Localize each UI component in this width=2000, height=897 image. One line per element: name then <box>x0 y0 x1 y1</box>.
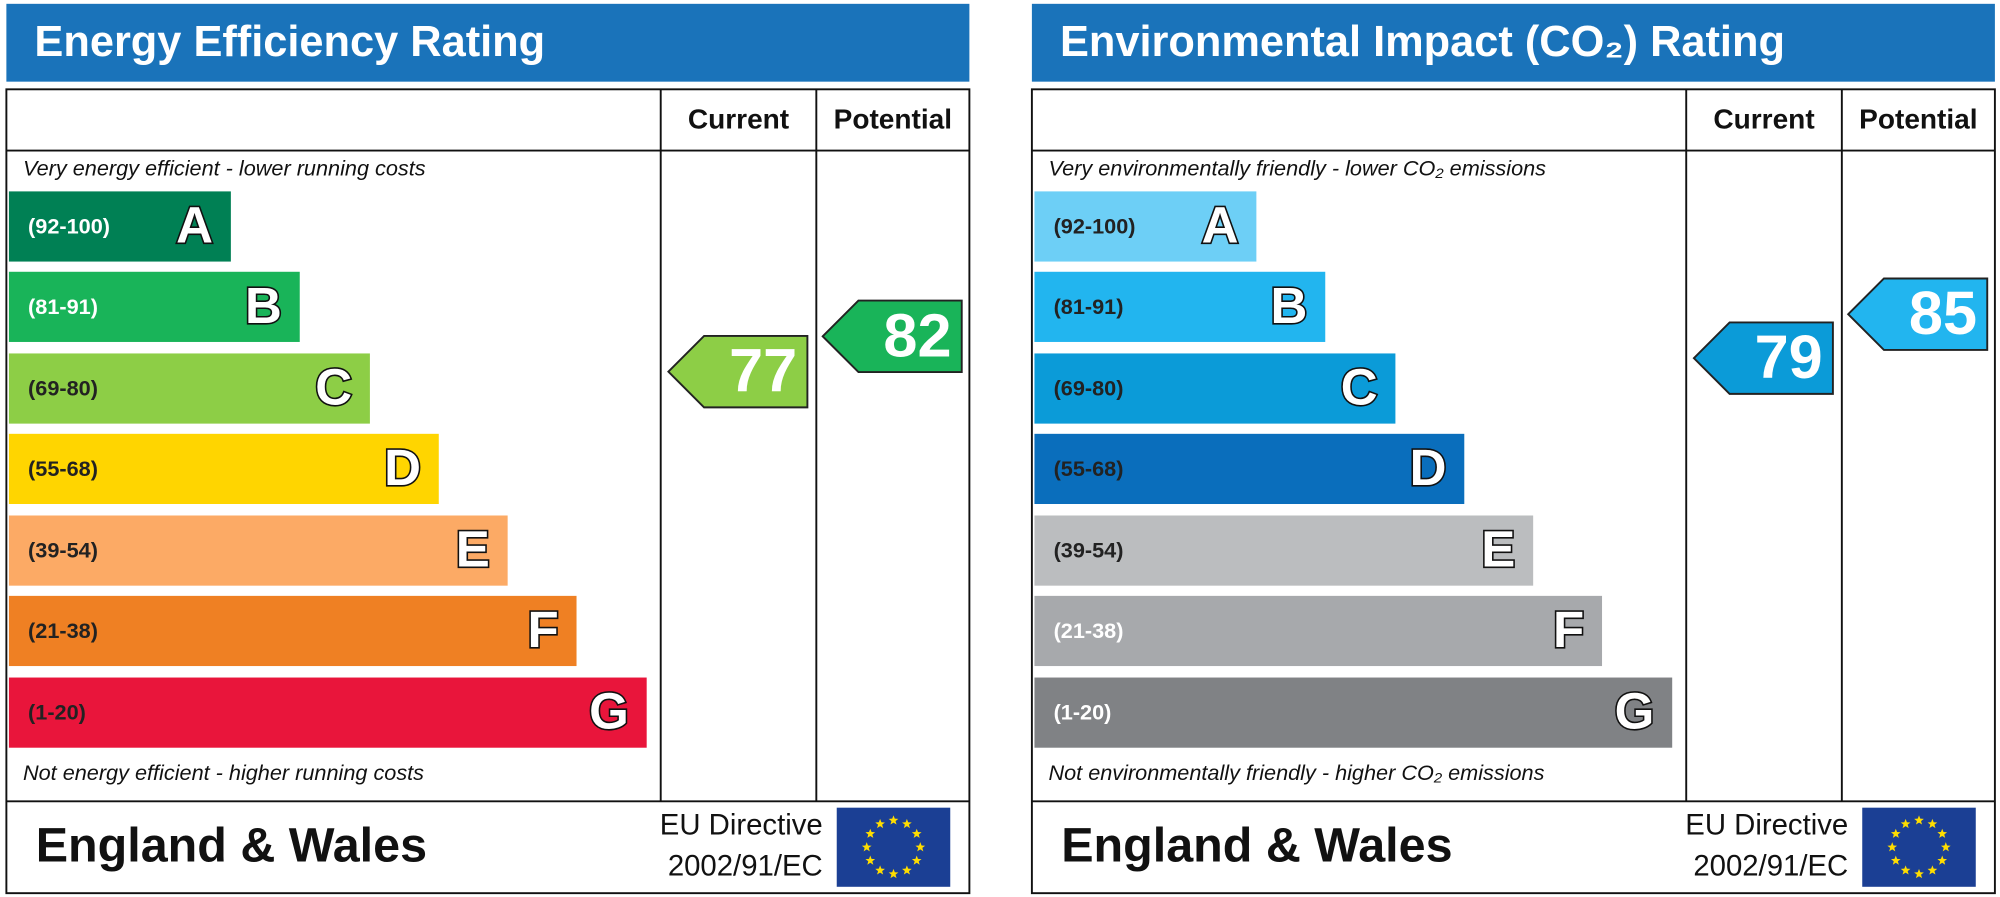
band-range: (55-68) <box>1054 456 1124 481</box>
eu-star <box>1890 855 1901 865</box>
eu-star <box>1887 842 1898 852</box>
band <box>1034 515 1534 586</box>
band-range: (92-100) <box>28 213 110 238</box>
top-note: Very energy efficient - lower running co… <box>23 155 426 180</box>
eu-star <box>1927 818 1938 829</box>
eu-star <box>1927 865 1938 875</box>
band-range: (21-38) <box>28 618 98 643</box>
title-bar <box>1031 3 1995 82</box>
title-bar <box>6 3 970 82</box>
band <box>8 433 439 505</box>
eu-star <box>1937 855 1948 865</box>
band <box>8 353 370 424</box>
band-range: (39-54) <box>1054 538 1124 563</box>
bottom-note: Not energy efficient - higher running co… <box>23 760 424 785</box>
band-letter: F <box>1553 601 1584 658</box>
eu-star <box>911 855 922 865</box>
band-letter: B <box>1271 277 1308 334</box>
band <box>1034 433 1465 505</box>
band-letter: D <box>384 439 421 496</box>
rating-arrow <box>821 299 963 374</box>
eu-star <box>1900 818 1911 829</box>
band <box>8 191 231 262</box>
panel-title: Environmental Impact (CO₂) Rating <box>1060 18 1785 66</box>
band <box>8 515 508 586</box>
rating-arrow <box>1846 277 1989 351</box>
eu-star <box>902 865 912 875</box>
rating-arrow <box>667 334 809 409</box>
band-letter: B <box>245 277 282 334</box>
band-letter: G <box>1615 683 1655 740</box>
band-range: (81-91) <box>28 294 98 319</box>
eu-star <box>1914 868 1924 879</box>
eu-star <box>1914 815 1924 825</box>
panel-title: Energy Efficiency Rating <box>34 18 545 66</box>
band-letter: A <box>1202 197 1239 254</box>
directive: 2002/91/EC <box>1693 849 1848 882</box>
band-letter: F <box>528 601 559 658</box>
band-letter: C <box>315 359 352 416</box>
eu-star <box>1890 828 1901 838</box>
eu-star <box>875 865 885 875</box>
band <box>1034 191 1257 262</box>
band-letter: G <box>589 683 629 740</box>
band <box>1034 353 1396 424</box>
column-header: Potential <box>1859 104 1977 135</box>
bottom-note: Not environmentally friendly - higher CO… <box>1048 760 1544 785</box>
rating-value: 85 <box>1909 279 1977 347</box>
frame <box>1030 88 1996 895</box>
band-range: (1-20) <box>28 700 86 725</box>
rating-arrow <box>1692 321 1834 395</box>
eu-star <box>911 828 922 838</box>
eu-star <box>1940 842 1951 852</box>
directive: 2002/91/EC <box>668 849 823 882</box>
band <box>1034 677 1673 748</box>
eu-star <box>888 815 899 825</box>
band-letter: C <box>1341 359 1378 416</box>
column-header: Current <box>688 104 789 135</box>
eu-star <box>875 818 885 829</box>
rating-value: 77 <box>729 337 797 405</box>
band-letter: E <box>456 521 490 578</box>
band-range: (81-91) <box>1054 294 1124 319</box>
directive: EU Directive <box>1685 809 1848 842</box>
column-header: Current <box>1713 104 1814 135</box>
band <box>8 271 300 342</box>
band-letter: D <box>1410 439 1447 496</box>
band-range: (92-100) <box>1054 213 1136 238</box>
eu-star <box>865 855 876 865</box>
eu-star <box>902 818 912 829</box>
eu-star <box>865 828 876 838</box>
band <box>1034 595 1603 667</box>
band-range: (21-38) <box>1054 618 1124 643</box>
band <box>1034 271 1326 342</box>
band-range: (39-54) <box>28 538 98 563</box>
eu-star <box>1937 828 1948 838</box>
band-range: (69-80) <box>28 376 98 401</box>
band-range: (1-20) <box>1054 700 1112 725</box>
region: England & Wales <box>1061 818 1452 872</box>
region: England & Wales <box>36 818 427 872</box>
directive: EU Directive <box>660 809 823 842</box>
eu-star <box>1900 865 1911 875</box>
band-letter: A <box>176 197 213 254</box>
band-letter: E <box>1481 521 1515 578</box>
band <box>8 677 647 748</box>
column-header: Potential <box>834 104 952 135</box>
eu-star <box>861 842 872 852</box>
top-note: Very environmentally friendly - lower CO… <box>1048 155 1546 180</box>
eu-star <box>915 842 926 852</box>
band <box>8 595 577 667</box>
eu-star <box>888 868 899 879</box>
rating-value: 82 <box>883 301 951 369</box>
band-range: (69-80) <box>1054 376 1124 401</box>
frame <box>5 88 971 895</box>
rating-value: 79 <box>1755 323 1823 391</box>
band-range: (55-68) <box>28 456 98 481</box>
